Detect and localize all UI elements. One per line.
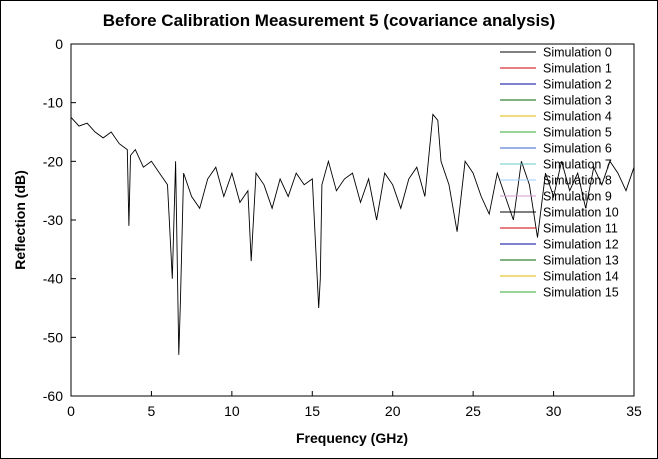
x-tick-label: 15: [304, 403, 320, 419]
y-tick-label: -10: [43, 95, 63, 111]
y-tick-label: -20: [43, 153, 63, 169]
legend-entry-11: Simulation 11: [543, 222, 618, 236]
y-tick-label: -60: [43, 388, 63, 404]
legend-entry-14: Simulation 14: [543, 270, 619, 284]
chart-title: Before Calibration Measurement 5 (covari…: [103, 11, 556, 30]
legend-entry-6: Simulation 6: [543, 142, 612, 156]
x-axis-label: Frequency (GHz): [296, 430, 408, 446]
legend-entry-2: Simulation 2: [543, 78, 612, 92]
x-tick-label: 30: [546, 403, 562, 419]
x-tick-label: 20: [385, 403, 401, 419]
y-tick-label: -50: [43, 329, 63, 345]
legend-entry-5: Simulation 5: [543, 126, 612, 140]
x-tick-label: 10: [224, 403, 240, 419]
legend-entry-1: Simulation 1: [543, 62, 612, 76]
x-tick-label: 25: [465, 403, 481, 419]
legend-entry-10: Simulation 10: [543, 206, 619, 220]
legend-entry-13: Simulation 13: [543, 254, 619, 268]
legend-entry-12: Simulation 12: [543, 238, 619, 252]
y-axis-label: Reflection (dB): [12, 170, 28, 270]
series-line-0: [70, 113, 635, 355]
legend-entry-7: Simulation 7: [543, 158, 612, 172]
x-tick-label: 35: [626, 403, 642, 419]
legend-entry-15: Simulation 15: [543, 286, 619, 300]
legend-entry-4: Simulation 4: [543, 110, 612, 124]
y-tick-label: -40: [43, 271, 63, 287]
legend-entry-3: Simulation 3: [543, 94, 612, 108]
legend-entry-0: Simulation 0: [543, 46, 612, 60]
legend-entry-9: Simulation 9: [543, 190, 612, 204]
x-tick-label: 0: [67, 403, 75, 419]
legend: Simulation 0 Simulation 1 Simulation 2 Simu…: [500, 46, 619, 300]
y-tick-label: -30: [43, 212, 63, 228]
x-tick-label: 5: [148, 403, 156, 419]
y-tick-label: 0: [55, 36, 63, 52]
legend-entry-8: Simulation 8: [543, 174, 612, 188]
